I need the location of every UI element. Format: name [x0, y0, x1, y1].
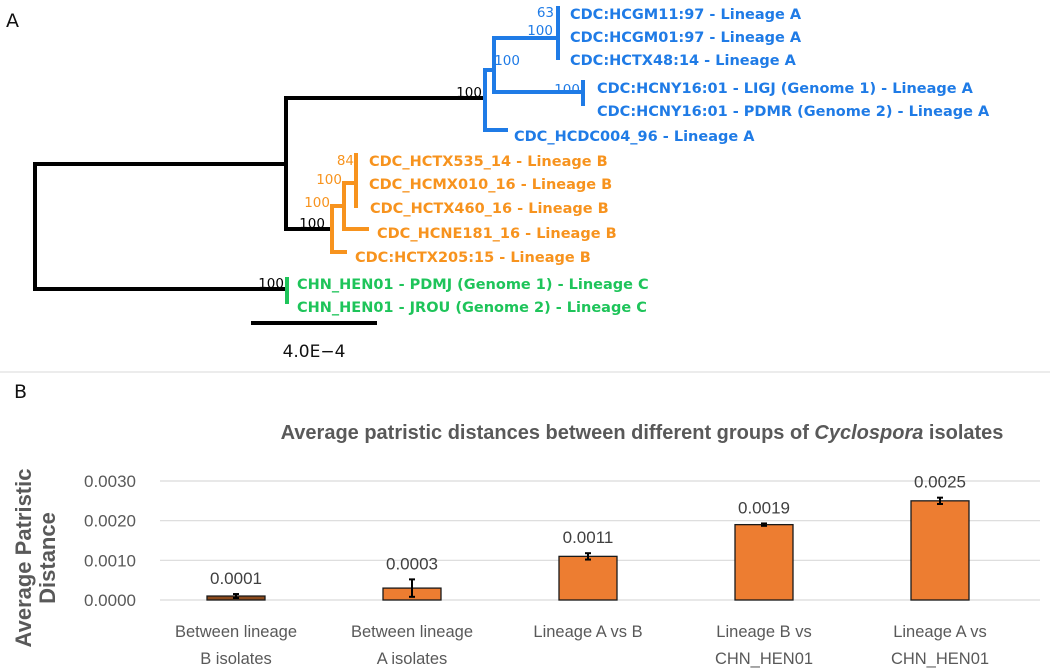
category-label: Lineage A vs: [893, 623, 987, 641]
category-label: A isolates: [377, 650, 448, 668]
scale-bar-label: 4.0E−4: [283, 342, 346, 362]
data-label: 0.0001: [210, 569, 262, 588]
bootstrap-value: 63: [537, 5, 554, 21]
category-label: CHN_HEN01: [715, 650, 813, 668]
panel-a-label: A: [6, 10, 19, 32]
panel-b-label: B: [14, 381, 27, 403]
data-label: 0.0019: [738, 498, 790, 517]
y-tick-label: 0.0030: [84, 472, 136, 491]
bootstrap-value: 100: [316, 172, 342, 188]
category-label: Between lineage: [175, 623, 297, 641]
y-tick-label: 0.0000: [84, 591, 136, 610]
bootstrap-value: 100: [299, 216, 325, 232]
y-axis-label: Average Patristic Distance: [11, 469, 60, 648]
bootstrap-value: 100: [554, 82, 580, 98]
tree-leaf-label: CDC:HCTX48:14 - Lineage A: [570, 53, 797, 69]
bar: [734, 523, 794, 601]
tree-leaf-labels: CDC:HCGM11:97 - Lineage A CDC:HCGM01:97 -…: [297, 7, 990, 316]
bootstrap-value: 100: [527, 23, 553, 39]
y-tick-label: 0.0010: [84, 551, 136, 570]
category-label: B isolates: [200, 650, 272, 668]
tree-leaf-label: CDC_HCNE181_16 - Lineage B: [377, 226, 617, 242]
tree-leaf-label: CDC:HCNY16:01 - PDMR (Genome 2) - Lineag…: [597, 104, 990, 120]
category-label: Lineage A vs B: [533, 623, 642, 641]
bootstrap-value: 84: [337, 153, 354, 169]
category-label: Between lineage: [351, 623, 473, 641]
chart-title-italic: Cyclospora: [814, 422, 923, 444]
tree-leaf-label: CDC_HCTX460_16 - Lineage B: [370, 201, 609, 217]
tree-leaf-label: CHN_HEN01 - PDMJ (Genome 1) - Lineage C: [297, 277, 649, 293]
phylogenetic-tree: [33, 6, 585, 325]
bootstrap-labels: 63 100 100 100 100 84 100 100 100 100: [258, 5, 580, 292]
tree-leaf-label: CHN_HEN01 - JROU (Genome 2) - Lineage C: [297, 300, 647, 316]
data-label: 0.0025: [914, 473, 966, 492]
branch-ab: [284, 96, 487, 231]
tree-leaf-label: CDC:HCGM01:97 - Lineage A: [570, 30, 802, 46]
y-axis-label-line-2: Distance: [35, 512, 60, 604]
branch-lineage-a: [483, 6, 585, 132]
category-label: CHN_HEN01: [891, 650, 989, 668]
bootstrap-value: 100: [494, 53, 520, 69]
tree-leaf-label: CDC:HCTX205:15 - Lineage B: [355, 250, 591, 266]
data-label: 0.0011: [563, 528, 614, 547]
bars: 0.0001 0.0003 0.0011 0.0019 0.0025: [206, 473, 970, 601]
category-labels: Between lineage B isolates Between lineage…: [175, 623, 989, 668]
y-axis-label-line-1: Average Patristic: [11, 469, 36, 648]
tree-leaf-label: CDC_HCTX535_14 - Lineage B: [369, 154, 608, 170]
bar: [558, 555, 618, 601]
bootstrap-value: 100: [456, 85, 482, 101]
y-tick-labels: 0.0000 0.0010 0.0020 0.0030: [84, 472, 136, 610]
branch-lineage-b: [330, 153, 369, 254]
chart-title-part-1: Average patristic distances between diff…: [281, 422, 815, 444]
category-label: Lineage B vs: [716, 623, 811, 641]
chart-title-part-3: isolates: [923, 422, 1003, 444]
bootstrap-value: 100: [304, 195, 330, 211]
tree-leaf-label: CDC_HCDC004_96 - Lineage A: [514, 129, 755, 145]
y-tick-label: 0.0020: [84, 512, 136, 531]
bootstrap-value: 100: [258, 276, 284, 292]
tree-leaf-label: CDC_HCMX010_16 - Lineage B: [369, 177, 612, 193]
branch-root: [33, 162, 289, 291]
data-label: 0.0003: [386, 554, 438, 573]
tree-leaf-label: CDC:HCNY16:01 - LIGJ (Genome 1) - Lineag…: [597, 81, 974, 97]
bar: [910, 500, 970, 601]
tree-leaf-label: CDC:HCGM11:97 - Lineage A: [570, 7, 802, 23]
chart-title: Average patristic distances between diff…: [281, 422, 1004, 444]
